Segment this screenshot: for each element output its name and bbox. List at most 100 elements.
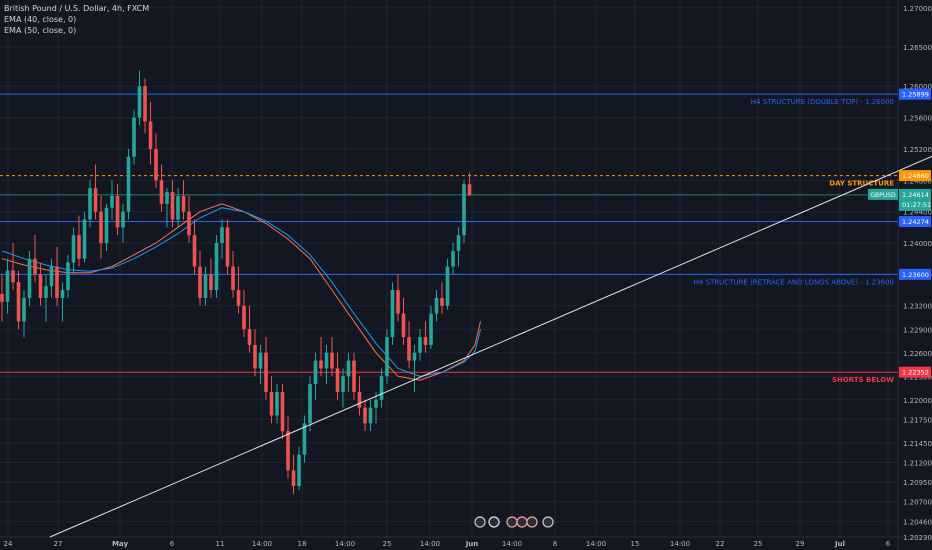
candle-body — [55, 266, 59, 298]
candle-body — [137, 86, 142, 118]
time-tick: 14:00 — [335, 540, 355, 548]
candle-body — [418, 337, 422, 353]
candle-body — [467, 184, 472, 196]
candle-body — [0, 293, 4, 302]
time-tick: 14:00 — [586, 540, 606, 548]
candle-body — [198, 266, 202, 298]
candle-body — [379, 376, 384, 400]
candle-body — [286, 431, 290, 471]
ema-40-legend[interactable]: EMA (40, close, 0) — [4, 15, 77, 24]
level-label: H4 STRUCTURE (RETRACE AND LONGS ABOVE) -… — [694, 278, 894, 286]
candle-body — [275, 391, 279, 416]
candle-body — [110, 195, 114, 208]
price-tag-label: 1.23600 — [902, 271, 929, 279]
candle-body — [209, 274, 213, 291]
price-tag — [899, 268, 931, 280]
candle-body — [93, 188, 98, 212]
candle-body — [456, 235, 461, 251]
candle-body — [434, 297, 439, 314]
level-label: SHORTS BELOW — [832, 376, 894, 384]
current-price-value: 1.24614 — [902, 191, 929, 199]
price-tick: 1.26500 — [903, 44, 932, 52]
candle-body — [357, 391, 362, 408]
candle-body — [440, 297, 444, 306]
time-tick: 29 — [796, 540, 805, 548]
candle-body — [154, 148, 158, 181]
candle-body — [363, 407, 367, 424]
candle-body — [27, 258, 32, 298]
event-icon — [488, 516, 500, 528]
time-tick: 8 — [553, 540, 557, 548]
candle-body — [148, 121, 153, 149]
symbol-tag-label: GBPUSD — [870, 192, 896, 199]
candle-body — [115, 195, 120, 228]
price-tick: 1.22600 — [903, 350, 932, 358]
candle-body — [253, 344, 257, 369]
candle-body — [445, 266, 450, 306]
price-tick: 1.24400 — [903, 209, 932, 217]
candle-body — [220, 227, 224, 244]
candle-body — [99, 211, 103, 244]
candle-body — [352, 360, 356, 392]
price-tags: 1.25899 1.24860 GBPUSD 1.24614 01:27:51 1.242… — [868, 88, 931, 378]
candle-body — [33, 258, 37, 275]
ema-50-legend[interactable]: EMA (50, close, 0) — [4, 26, 77, 35]
price-tick: 1.25200 — [903, 146, 932, 154]
time-tick: 14:00 — [420, 540, 440, 548]
candle-body — [242, 305, 246, 330]
time-tick: May — [112, 540, 128, 548]
time-tick: 15 — [631, 540, 640, 548]
candle-body — [264, 352, 268, 392]
time-tick: 6 — [170, 540, 175, 548]
candle-body — [385, 337, 389, 377]
time-axis[interactable]: 24 27 May 6 11 14:00 18 14:00 25 14:00 Jun 14:00 8 14… — [4, 540, 891, 548]
price-tick: 1.22000 — [903, 397, 932, 405]
candle-body — [335, 368, 340, 392]
ema-40-line — [1, 203, 481, 381]
price-tick: 1.24800 — [903, 177, 932, 185]
candle-body — [165, 192, 169, 204]
trendline[interactable] — [49, 12, 932, 538]
candle-body — [291, 470, 296, 487]
price-tick: 1.22900 — [903, 326, 932, 334]
time-tick: Jun — [465, 540, 479, 548]
candle-body — [104, 207, 109, 244]
candle-body — [187, 211, 191, 236]
time-tick: 25 — [754, 540, 763, 548]
candle-body — [313, 360, 318, 385]
candle-body — [247, 329, 252, 345]
level-label: DAY STRUCTURE — [829, 180, 894, 188]
price-tick: 1.27000 — [903, 5, 932, 13]
current-price-tag — [899, 188, 931, 211]
candle-body — [429, 313, 433, 345]
candle-body — [121, 211, 125, 228]
candle-body — [412, 352, 417, 361]
candle-body — [203, 274, 208, 298]
price-tick: 1.25600 — [903, 115, 932, 123]
price-tick: 1.26000 — [903, 83, 932, 91]
candle-body — [77, 235, 81, 259]
time-tick: Jul — [834, 540, 845, 548]
trendline-ext — [49, 438, 278, 538]
candle-body — [390, 290, 395, 338]
candle-body — [132, 117, 136, 157]
price-tag-label: 1.24274 — [902, 218, 929, 226]
time-tick: 11 — [216, 540, 225, 548]
time-tick: 24 — [4, 540, 13, 548]
candle-body — [231, 266, 235, 291]
candle-body — [341, 376, 345, 392]
time-tick: 6 — [886, 540, 891, 548]
event-icon — [506, 516, 518, 528]
candle-body — [159, 180, 164, 204]
price-tag — [899, 170, 931, 182]
candle-body — [346, 360, 351, 377]
candle-body — [71, 235, 76, 263]
candle-body — [192, 235, 197, 267]
candle-body — [368, 407, 373, 424]
event-icon — [474, 516, 486, 528]
symbol-title[interactable]: British Pound / U.S. Dollar, 4h, FXCM — [4, 4, 150, 13]
event-icons[interactable] — [474, 516, 554, 528]
candle-body — [5, 270, 10, 302]
event-icon — [516, 516, 528, 528]
